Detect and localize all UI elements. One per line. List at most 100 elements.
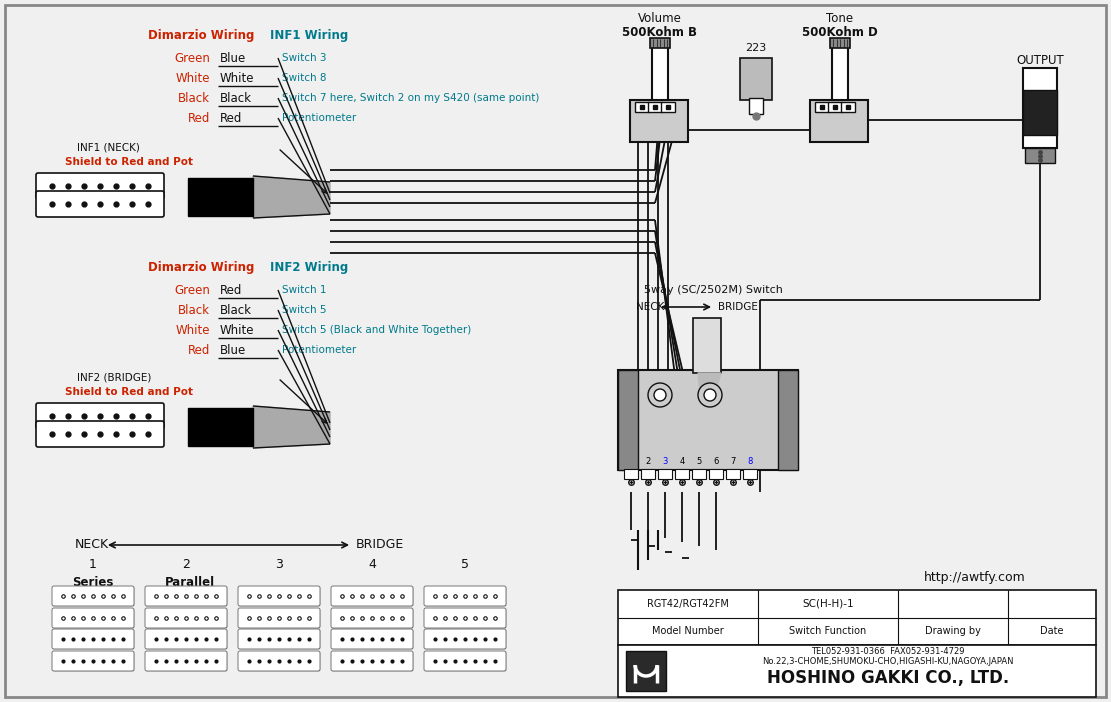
FancyBboxPatch shape (238, 629, 320, 649)
Bar (1025, 148, 1055, 163)
Text: Potentiometer: Potentiometer (282, 345, 357, 355)
FancyBboxPatch shape (146, 608, 227, 628)
Bar (641, 469, 655, 479)
FancyBboxPatch shape (36, 421, 164, 447)
Bar (692, 469, 705, 479)
Bar (146, 652, 226, 670)
Text: BRIDGE: BRIDGE (356, 538, 404, 552)
Text: Shield to Red and Pot: Shield to Red and Pot (66, 387, 193, 397)
Bar (693, 318, 721, 373)
Text: 1: 1 (629, 457, 633, 466)
Text: INF2 (BRIDGE): INF2 (BRIDGE) (77, 373, 151, 383)
Bar (426, 652, 506, 670)
Text: White: White (220, 72, 254, 84)
Text: 223: 223 (745, 43, 767, 53)
Bar (625, 651, 665, 691)
Bar (188, 408, 253, 446)
Bar (832, 45, 848, 100)
FancyBboxPatch shape (424, 608, 506, 628)
Bar (239, 652, 319, 670)
FancyBboxPatch shape (146, 651, 227, 671)
FancyBboxPatch shape (146, 586, 227, 606)
Text: 7: 7 (730, 457, 735, 466)
FancyBboxPatch shape (36, 173, 164, 199)
Bar (725, 469, 740, 479)
Text: Series: Series (72, 576, 113, 590)
Bar (749, 98, 763, 114)
FancyBboxPatch shape (331, 586, 413, 606)
Text: Switch 7 here, Switch 2 on my S420 (same point): Switch 7 here, Switch 2 on my S420 (same… (282, 93, 539, 103)
Bar (618, 370, 638, 470)
Text: Blue: Blue (220, 51, 247, 65)
Text: 1: 1 (89, 559, 97, 571)
Text: 8: 8 (748, 457, 752, 466)
Bar (239, 630, 319, 648)
Text: Switch 8: Switch 8 (282, 73, 327, 83)
Text: Black: Black (178, 91, 210, 105)
Text: Dimarzio Wiring: Dimarzio Wiring (148, 262, 254, 274)
Bar (830, 38, 850, 48)
Bar (53, 609, 133, 627)
Bar (675, 469, 689, 479)
FancyBboxPatch shape (424, 586, 506, 606)
Text: 4: 4 (368, 559, 376, 571)
Bar (630, 100, 688, 142)
Text: Volume: Volume (638, 11, 682, 25)
Text: TEL052-931-0366  FAX052-931-4729: TEL052-931-0366 FAX052-931-4729 (811, 647, 964, 656)
Bar (658, 469, 672, 479)
Polygon shape (698, 373, 721, 393)
Text: Blue: Blue (220, 343, 247, 357)
Bar (828, 102, 842, 112)
Bar (635, 102, 649, 112)
Text: White: White (176, 324, 210, 336)
FancyBboxPatch shape (146, 629, 227, 649)
Bar (618, 370, 798, 470)
Bar (53, 587, 133, 605)
Bar (648, 102, 662, 112)
FancyBboxPatch shape (52, 586, 134, 606)
Text: Model Number: Model Number (652, 626, 724, 636)
Text: INF1 (NECK): INF1 (NECK) (77, 143, 140, 153)
FancyBboxPatch shape (238, 586, 320, 606)
Text: Switch 3: Switch 3 (282, 53, 327, 63)
Bar (426, 630, 506, 648)
Text: 4: 4 (679, 457, 684, 466)
Bar (815, 102, 829, 112)
Bar (778, 370, 798, 470)
Bar (239, 587, 319, 605)
Text: Green: Green (174, 51, 210, 65)
Text: INF2 Wiring: INF2 Wiring (270, 262, 348, 274)
Bar (332, 587, 412, 605)
FancyBboxPatch shape (52, 608, 134, 628)
Bar (239, 609, 319, 627)
Text: OUTPUT: OUTPUT (1017, 53, 1064, 67)
FancyBboxPatch shape (52, 651, 134, 671)
Bar (332, 609, 412, 627)
Text: Parallel: Parallel (166, 576, 216, 590)
Text: Black: Black (220, 303, 252, 317)
FancyBboxPatch shape (331, 651, 413, 671)
Bar (146, 609, 226, 627)
Bar (53, 630, 133, 648)
Text: http://awtfy.com: http://awtfy.com (924, 571, 1025, 585)
Bar (650, 38, 670, 48)
Bar (146, 630, 226, 648)
Bar (841, 102, 855, 112)
Bar (652, 45, 668, 100)
FancyBboxPatch shape (424, 629, 506, 649)
Bar (1023, 68, 1057, 148)
Text: Switch Function: Switch Function (790, 626, 867, 636)
Bar (1023, 90, 1057, 135)
FancyBboxPatch shape (238, 608, 320, 628)
FancyBboxPatch shape (331, 629, 413, 649)
Bar (332, 652, 412, 670)
Bar (743, 469, 757, 479)
Bar (188, 178, 253, 216)
Bar (740, 58, 772, 100)
Text: White: White (220, 324, 254, 336)
FancyBboxPatch shape (331, 608, 413, 628)
Text: Red: Red (220, 284, 242, 296)
Text: Red: Red (188, 112, 210, 124)
Polygon shape (253, 176, 330, 218)
Text: 500Kohm D: 500Kohm D (802, 25, 878, 39)
